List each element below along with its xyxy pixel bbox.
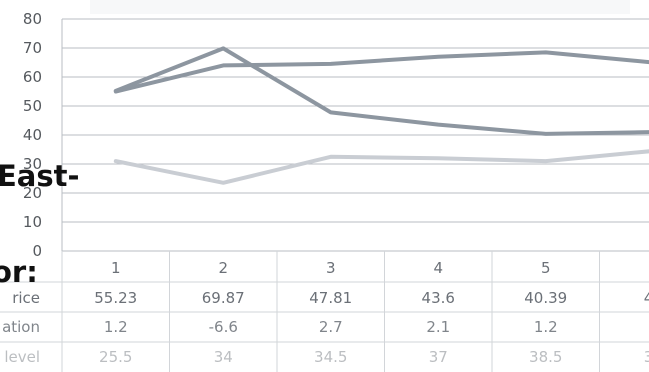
table-cell: 2.1 xyxy=(426,318,450,336)
y-tick-label-40: 40 xyxy=(23,126,42,144)
table-cell: 38.5 xyxy=(529,348,562,366)
overlay-text-2: or: xyxy=(0,255,38,289)
table-cell: 40.39 xyxy=(524,289,567,307)
x-tick-label: 4 xyxy=(433,259,443,277)
y-tick-label-0: 0 xyxy=(32,242,42,260)
table-cell: 1.2 xyxy=(534,318,558,336)
series-line-2 xyxy=(113,50,649,94)
table-cell: 69.87 xyxy=(202,289,245,307)
series-line-1 xyxy=(113,46,649,136)
table-row-label: rice xyxy=(12,289,40,307)
y-tick-label-10: 10 xyxy=(23,213,42,231)
table-cell: 55.23 xyxy=(94,289,137,307)
x-tick-label: 2 xyxy=(218,259,228,277)
faded-header-band xyxy=(90,0,630,14)
table-cell: 34 xyxy=(214,348,233,366)
series-line-3 xyxy=(113,149,649,185)
series-lines xyxy=(113,46,649,185)
data-table: 123456rice55.2369.8747.8143.640.3941atio… xyxy=(0,251,649,372)
overlay-text: East- or: xyxy=(0,159,80,289)
y-tick-label-20: 20 xyxy=(23,184,42,202)
table-cell: 43.6 xyxy=(422,289,455,307)
y-tick-label-50: 50 xyxy=(23,97,42,115)
table-row-label: ation xyxy=(2,318,40,336)
table-cell: 37 xyxy=(429,348,448,366)
x-tick-label: 3 xyxy=(326,259,336,277)
table-cell: -6.6 xyxy=(209,318,238,336)
overlay-text-1: East- xyxy=(0,159,80,193)
y-tick-label-80: 80 xyxy=(23,10,42,28)
table-cell: 41 xyxy=(644,289,649,307)
table-cell: 1.2 xyxy=(104,318,128,336)
x-tick-label: 1 xyxy=(111,259,121,277)
y-tick-label-60: 60 xyxy=(23,68,42,86)
y-axis-ticks: 80 70 60 50 40 30 20 10 0 xyxy=(23,10,42,260)
table-cell: 34.5 xyxy=(314,348,347,366)
x-tick-label: 5 xyxy=(541,259,551,277)
y-tick-label-70: 70 xyxy=(23,39,42,57)
table-cell: 35 xyxy=(644,348,649,366)
table-cell: 2.7 xyxy=(319,318,343,336)
table-cell: 25.5 xyxy=(99,348,132,366)
table-cell: 47.81 xyxy=(309,289,352,307)
y-tick-label-30: 30 xyxy=(23,155,42,173)
table-row-label: e level xyxy=(0,348,40,366)
